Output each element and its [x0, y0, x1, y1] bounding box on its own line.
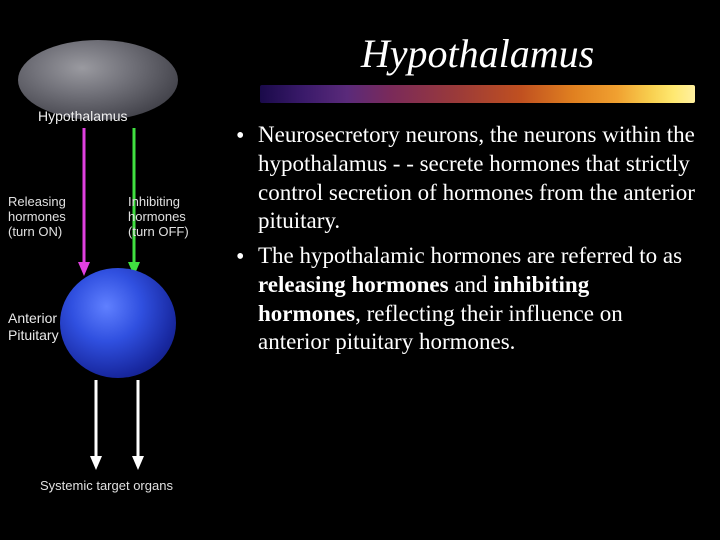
bullet-list: Neurosecretory neurons, the neurons with… — [220, 121, 695, 357]
content-panel: Hypothalamus Neurosecretory neurons, the… — [210, 0, 720, 540]
bullet-1: Neurosecretory neurons, the neurons with… — [230, 121, 695, 236]
pituitary-label: AnteriorPituitary — [8, 310, 59, 344]
inhibiting-hormones-label: Inhibitinghormones(turn OFF) — [128, 195, 189, 240]
title-underline — [260, 85, 695, 103]
bullet-2: The hypothalamic hormones are referred t… — [230, 242, 695, 357]
releasing-arrow — [76, 128, 92, 276]
slide-title: Hypothalamus — [220, 30, 695, 77]
releasing-hormones-label: Releasinghormones(turn ON) — [8, 195, 66, 240]
diagram-panel: Hypothalamus Releasinghormones(turn ON) … — [0, 0, 210, 540]
target-organs-label: Systemic target organs — [40, 478, 173, 493]
slide: Hypothalamus Releasinghormones(turn ON) … — [0, 0, 720, 540]
pituitary-shape — [60, 268, 176, 378]
flame-bar-decoration — [260, 85, 695, 103]
hypothalamus-label: Hypothalamus — [38, 108, 128, 124]
output-arrow-left — [88, 380, 104, 470]
output-arrow-right — [130, 380, 146, 470]
